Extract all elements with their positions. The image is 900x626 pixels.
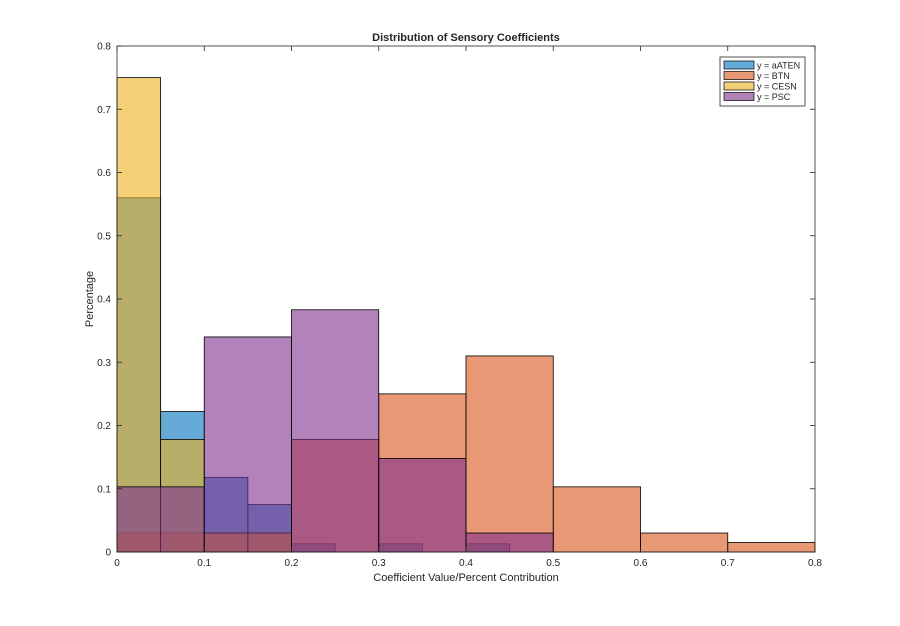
- y-tick-label: 0.8: [97, 42, 111, 53]
- y-tick-label: 0: [105, 548, 111, 559]
- legend-swatch: [723, 81, 755, 91]
- bars-layer: [116, 77, 816, 553]
- x-axis-label: Coefficient Value/Percent Contribution: [373, 572, 558, 584]
- histogram-bar: [727, 542, 816, 553]
- histogram-bar: [116, 486, 205, 553]
- histogram-bar: [116, 77, 162, 553]
- x-tick-label: 0.5: [546, 558, 560, 569]
- x-tick-label: 0: [114, 558, 120, 569]
- histogram-bar: [552, 486, 641, 553]
- y-tick-label: 0.5: [97, 231, 111, 242]
- y-tick-label: 0.2: [97, 421, 111, 432]
- y-tick-label: 0.7: [97, 105, 111, 116]
- x-tick-label: 0.2: [285, 558, 299, 569]
- legend-swatch: [723, 71, 755, 80]
- legend-label: y = CESN: [757, 82, 797, 92]
- legend-label: y = PSC: [757, 92, 791, 102]
- x-tick-label: 0.8: [808, 558, 822, 569]
- x-tick-label: 0.1: [197, 558, 211, 569]
- histogram-bar: [640, 532, 729, 553]
- histogram-bar: [465, 532, 554, 553]
- y-tick-label: 0.1: [97, 484, 111, 495]
- x-tick-label: 0.6: [634, 558, 648, 569]
- histogram-bar: [291, 309, 380, 553]
- histogram-bar: [465, 355, 554, 553]
- x-tick-label: 0.4: [459, 558, 473, 569]
- x-tick-label: 0.3: [372, 558, 386, 569]
- chart-title: Distribution of Sensory Coefficients: [372, 32, 560, 44]
- legend-swatch: [723, 92, 755, 101]
- y-tick-label: 0.3: [97, 358, 111, 369]
- series-group: [116, 309, 554, 553]
- y-tick-label: 0.6: [97, 168, 111, 179]
- x-tick-label: 0.7: [721, 558, 735, 569]
- legend-swatch: [723, 60, 755, 70]
- legend-label: y = aATEN: [757, 61, 800, 71]
- histogram-bar: [378, 457, 467, 553]
- legend-label: y = BTN: [757, 71, 790, 81]
- y-axis-label: Percentage: [84, 271, 96, 327]
- histogram-bar: [203, 336, 292, 553]
- ticks-layer: 0 0.1 0.2 0.3 0.4 0.5 0.6 0.7 0.8 0 0.1 0.2 0.3 0.4 0.…: [97, 42, 822, 570]
- y-tick-label: 0.4: [97, 295, 111, 306]
